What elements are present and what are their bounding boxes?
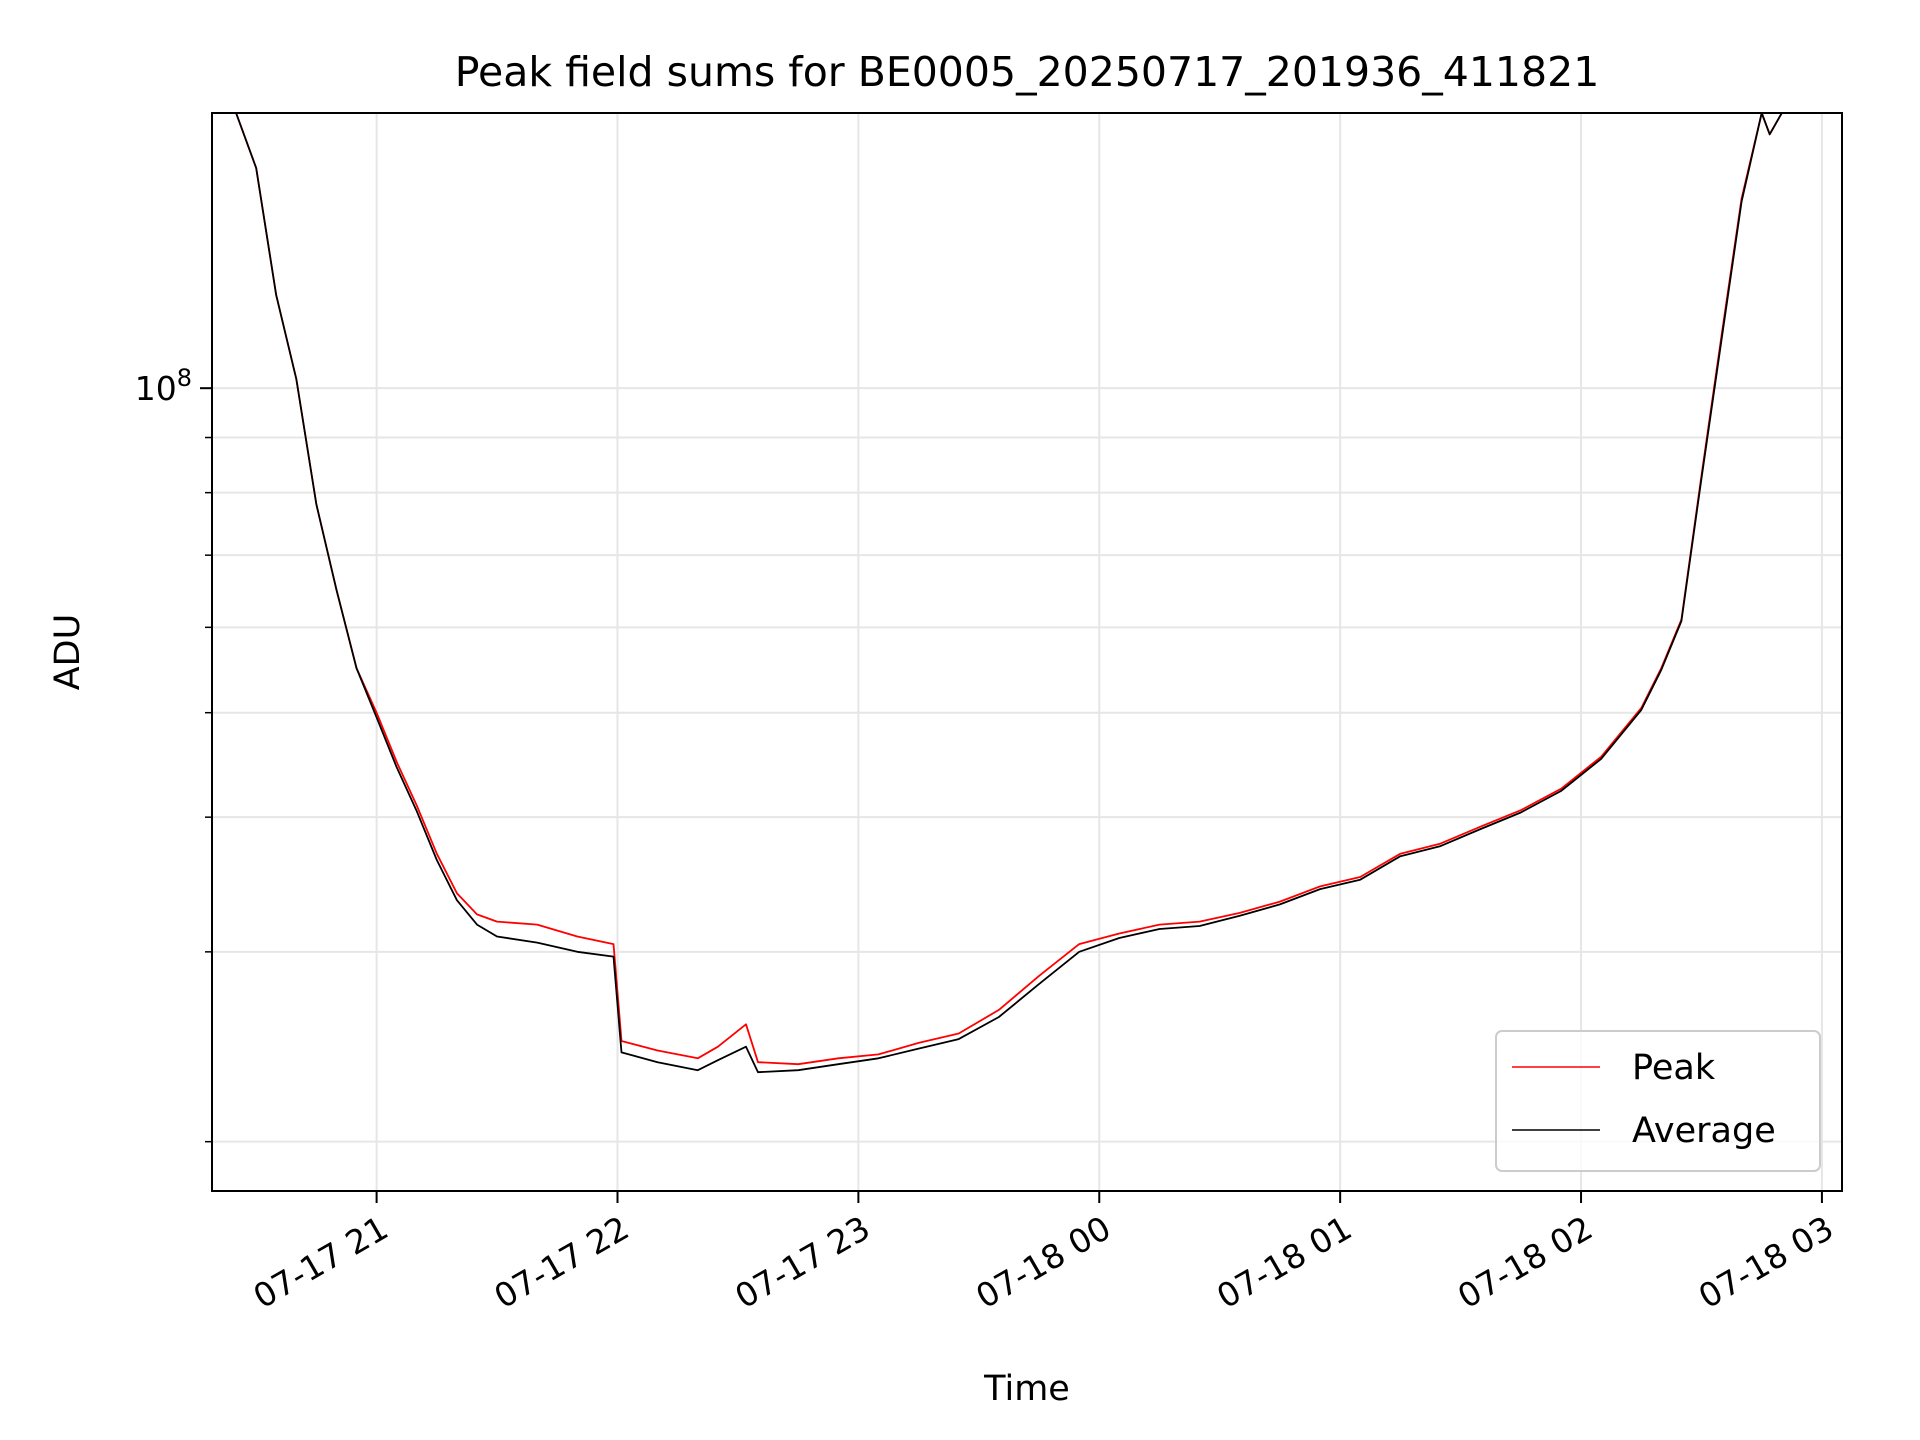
series-line-average [212, 112, 1842, 1074]
legend-label-average: Average [1632, 1111, 1776, 1151]
y-axis-label: ADU [48, 614, 88, 691]
y-axis: 108 [135, 364, 212, 1143]
x-axis-label: Time [983, 1369, 1070, 1409]
plot-frame [211, 112, 1843, 1192]
grid [212, 113, 1842, 1191]
legend: Peak Average [1495, 1030, 1821, 1172]
series-layer [212, 112, 1842, 1074]
y-tick-label: 108 [135, 364, 192, 408]
chart-title: Peak field sums for BE0005_20250717_2019… [455, 48, 1600, 96]
legend-label-peak: Peak [1632, 1048, 1716, 1088]
legend-box [1495, 1030, 1821, 1172]
